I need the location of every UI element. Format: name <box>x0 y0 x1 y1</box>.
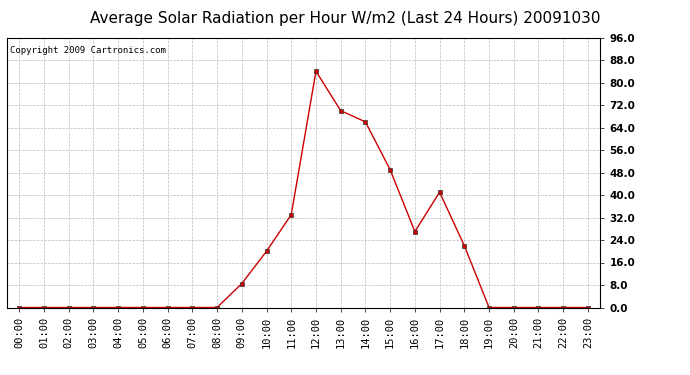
Text: Copyright 2009 Cartronics.com: Copyright 2009 Cartronics.com <box>10 46 166 55</box>
Text: Average Solar Radiation per Hour W/m2 (Last 24 Hours) 20091030: Average Solar Radiation per Hour W/m2 (L… <box>90 11 600 26</box>
